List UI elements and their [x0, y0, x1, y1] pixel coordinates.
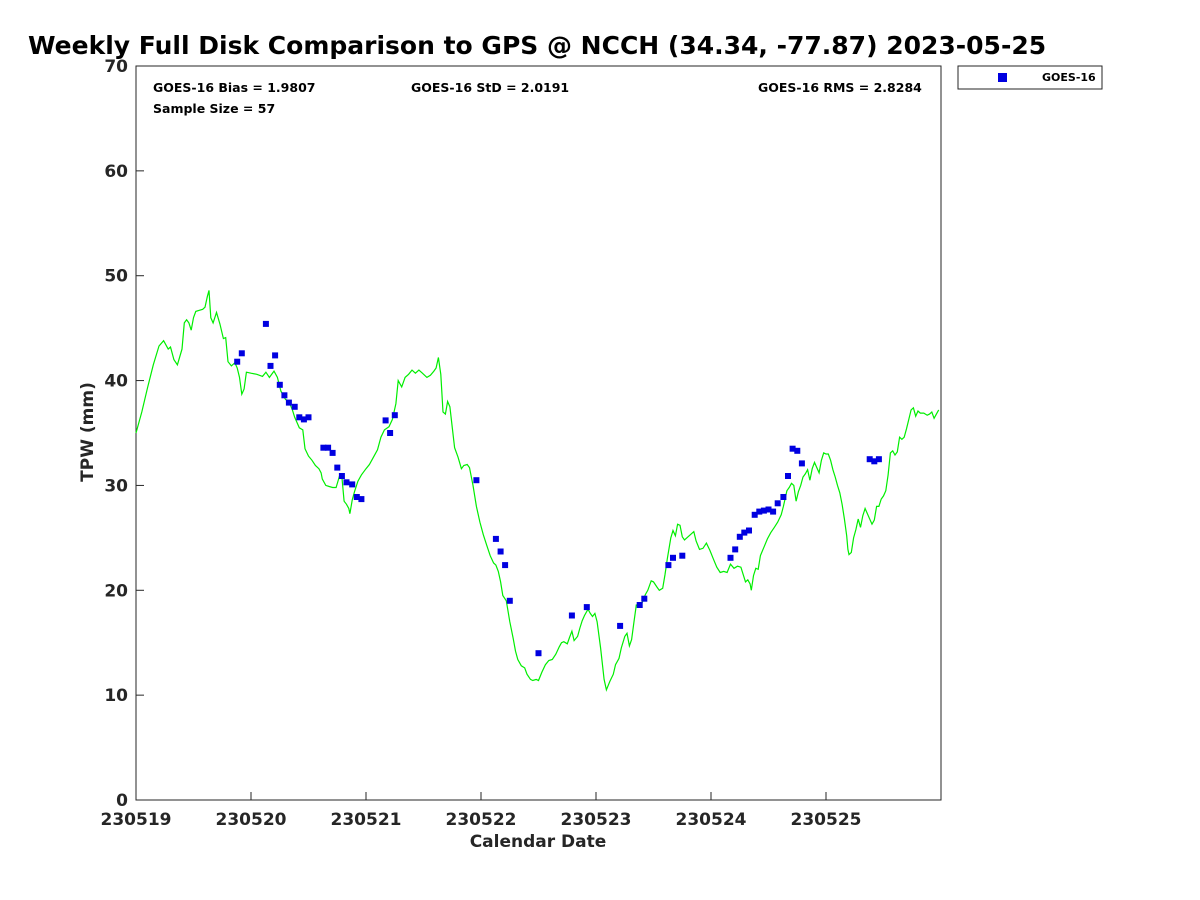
- legend-marker-goes16: [998, 73, 1007, 82]
- goes16-point: [756, 508, 763, 515]
- goes16-point: [234, 358, 241, 365]
- legend-label-goes16: GOES-16: [1042, 71, 1096, 84]
- x-tick-label: 230524: [676, 810, 747, 830]
- goes16-point: [617, 622, 624, 629]
- goes16-point: [276, 381, 283, 388]
- y-tick-label: 0: [116, 791, 128, 811]
- goes16-point: [751, 511, 758, 518]
- goes16-point: [267, 362, 274, 369]
- goes16-point: [296, 414, 303, 421]
- y-tick-label: 10: [104, 686, 128, 706]
- goes16-point: [670, 554, 676, 561]
- y-tick-label: 50: [104, 267, 128, 287]
- goes16-point: [391, 412, 398, 419]
- legend: GOES-16: [957, 65, 1103, 90]
- goes16-point: [358, 496, 365, 503]
- x-tick-label: 230519: [101, 810, 172, 830]
- y-axis-label: TPW (mm): [78, 382, 98, 482]
- goes16-point: [679, 552, 686, 559]
- goes16-series-points: [234, 320, 882, 657]
- goes16-point: [871, 458, 878, 465]
- goes16-point: [492, 535, 499, 542]
- goes16-point: [780, 494, 787, 500]
- goes16-point: [325, 444, 332, 451]
- goes16-point: [774, 500, 781, 507]
- rms-stat: GOES-16 RMS = 2.8284: [758, 80, 922, 95]
- goes16-point: [343, 479, 350, 486]
- goes16-point: [641, 595, 648, 602]
- goes16-point: [568, 612, 575, 619]
- goes16-point: [727, 554, 734, 561]
- std-stat: GOES-16 StD = 2.0191: [411, 80, 569, 95]
- goes16-point: [320, 444, 327, 451]
- goes16-point: [473, 477, 480, 484]
- y-tick-label: 60: [104, 162, 128, 182]
- y-tick-label: 70: [104, 57, 128, 77]
- x-axis-label: Calendar Date: [470, 832, 607, 852]
- chart-title: Weekly Full Disk Comparison to GPS @ NCC…: [28, 31, 1046, 60]
- goes16-point: [329, 449, 336, 456]
- bias-stat: GOES-16 Bias = 1.9807: [153, 80, 315, 95]
- goes16-point: [291, 403, 298, 410]
- goes16-point: [665, 562, 672, 569]
- goes16-point: [736, 533, 743, 540]
- goes16-point: [349, 481, 356, 488]
- goes16-point: [770, 508, 777, 515]
- goes16-point: [798, 460, 805, 467]
- goes16-point: [334, 464, 341, 471]
- gps-series-line: [135, 290, 940, 692]
- goes16-point: [281, 392, 288, 399]
- goes16-point: [875, 456, 882, 463]
- x-tick-label: 230520: [216, 810, 287, 830]
- goes16-point: [789, 445, 796, 452]
- sample-size-stat: Sample Size = 57: [153, 101, 275, 116]
- x-tick-label: 230523: [561, 810, 632, 830]
- goes16-point: [238, 350, 245, 357]
- plot-frame: [135, 65, 942, 801]
- legend-box: [957, 65, 1103, 90]
- goes16-point: [262, 320, 269, 327]
- goes16-point: [636, 602, 643, 608]
- goes16-point: [765, 506, 772, 513]
- goes16-point: [382, 417, 389, 424]
- goes16-point: [732, 546, 739, 553]
- goes16-point: [741, 529, 748, 536]
- goes16-point: [502, 562, 509, 569]
- goes16-point: [497, 548, 504, 555]
- y-tick-label: 30: [104, 476, 128, 496]
- goes16-point: [794, 447, 801, 454]
- goes16-point: [300, 416, 307, 423]
- y-tick-label: 40: [104, 372, 128, 392]
- x-tick-label: 230525: [791, 810, 862, 830]
- goes16-point: [338, 473, 345, 479]
- y-tick-label: 20: [104, 581, 128, 601]
- goes16-point: [285, 399, 292, 406]
- goes16-point: [746, 527, 752, 534]
- goes16-point: [535, 650, 542, 657]
- goes16-point: [506, 597, 513, 604]
- goes16-point: [272, 352, 279, 359]
- x-tick-label: 230522: [446, 810, 517, 830]
- goes16-point: [760, 507, 767, 514]
- goes16-point: [583, 604, 590, 611]
- goes16-point: [305, 414, 312, 421]
- goes16-point: [353, 494, 360, 500]
- goes16-point: [785, 473, 791, 479]
- x-tick-label: 230521: [331, 810, 402, 830]
- axis-ticks: 0 10 20 30 40 50 60 70 230519 230520 230521 230522 2…: [101, 57, 862, 830]
- goes16-point: [866, 456, 873, 463]
- goes16-point: [387, 430, 394, 436]
